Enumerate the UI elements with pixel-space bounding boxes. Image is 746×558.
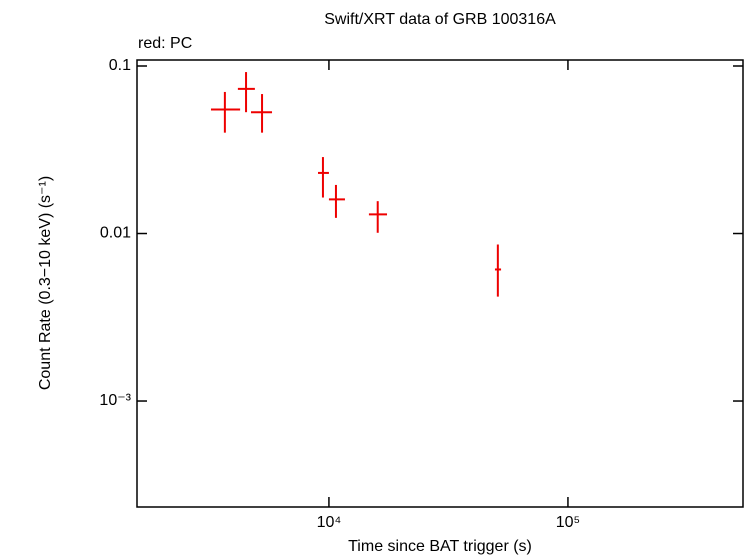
y-tick-label: 0.01	[100, 225, 131, 242]
x-axis-label: Time since BAT trigger (s)	[348, 538, 532, 555]
plot-frame	[136, 59, 744, 508]
x-tick-label: 10⁴	[317, 514, 342, 531]
chart-title: Swift/XRT data of GRB 100316A	[324, 11, 556, 28]
y-tick-label: 0.1	[109, 57, 131, 74]
y-tick-label: 10⁻³	[99, 392, 131, 409]
x-tick-label: 10⁵	[556, 514, 580, 531]
y-axis-label: Count Rate (0.3−10 keV) (s⁻¹)	[37, 176, 54, 390]
chart-subtitle: red: PC	[138, 35, 192, 52]
